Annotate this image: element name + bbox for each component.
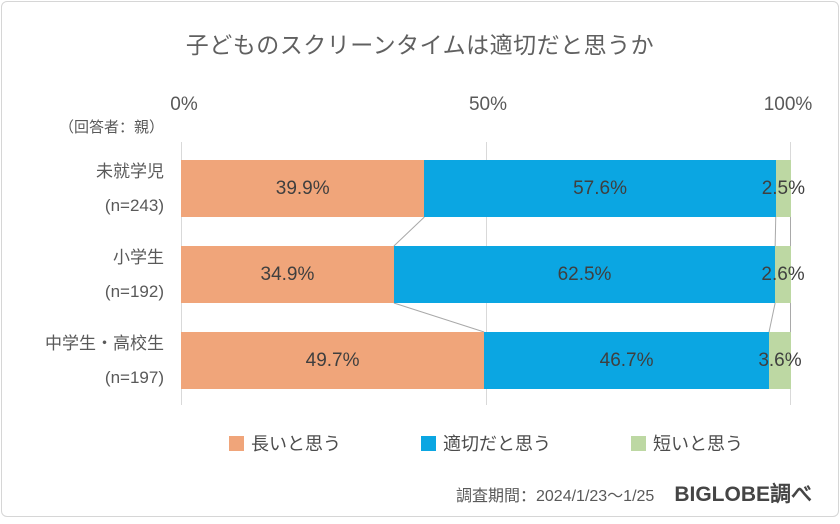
bar-value-label: 57.6% bbox=[573, 177, 627, 199]
bar-value-label: 39.9% bbox=[275, 177, 330, 199]
legend-swatch-short-icon bbox=[631, 435, 646, 451]
stacked-bar-row: 49.7% 46.7% 3.6% bbox=[181, 332, 802, 389]
axis-tick-0: 0% bbox=[170, 94, 198, 115]
plot: 39.9% 57.6% 2.5% 34.9% 62.5% 2.6% 49.7% 46.7% 3.… bbox=[181, 142, 805, 405]
respondent-note: （回答者：親） bbox=[58, 119, 164, 136]
bar-segment: 46.7% bbox=[484, 332, 770, 389]
legend-item-appropriate: 適切だと思う bbox=[421, 430, 551, 456]
bar-value-label: 46.7% bbox=[599, 349, 654, 371]
category-label: 未就学児 (n=243) bbox=[96, 162, 164, 215]
legend-item-short: 短いと思う bbox=[631, 430, 743, 456]
legend: 長いと思う 適切だと思う 短いと思う bbox=[181, 430, 791, 456]
bar-value-label: 62.5% bbox=[557, 263, 612, 285]
bar-value-label: 34.9% bbox=[260, 263, 315, 285]
bar-segment: 62.5% bbox=[393, 246, 776, 303]
axis-tick-100: 100% bbox=[763, 94, 813, 115]
series-connector-lines bbox=[393, 216, 791, 333]
legend-swatch-long-icon bbox=[229, 435, 244, 451]
legend-label-long: 長いと思う bbox=[251, 434, 341, 454]
bar-value-label: 2.6% bbox=[761, 263, 805, 285]
bar-segment: 3.6% bbox=[758, 332, 802, 389]
stacked-bar-row: 39.9% 57.6% 2.5% bbox=[181, 160, 805, 217]
survey-period: 調査期間：2024/1/23～1/25 bbox=[456, 488, 655, 505]
bar-segment: 39.9% bbox=[181, 160, 425, 217]
bar-segment: 57.6% bbox=[424, 160, 776, 217]
source-credit: BIGLOBE調べ bbox=[674, 483, 812, 506]
legend-label-appropriate: 適切だと思う bbox=[443, 434, 551, 454]
bar-segment: 34.9% bbox=[181, 246, 394, 303]
legend-item-long: 長いと思う bbox=[229, 430, 341, 456]
category-label: 小学生 (n=192) bbox=[104, 248, 164, 301]
category-label: 中学生・高校生 (n=197) bbox=[45, 334, 164, 387]
bar-segment: 2.6% bbox=[761, 246, 805, 303]
bar-value-label: 49.7% bbox=[305, 349, 360, 371]
bar-value-label: 2.5% bbox=[761, 177, 806, 199]
legend-swatch-appropriate-icon bbox=[421, 435, 436, 451]
legend-label-short: 短いと思う bbox=[653, 434, 743, 454]
axis-tick-50: 50% bbox=[468, 94, 508, 115]
stacked-bar-row: 34.9% 62.5% 2.6% bbox=[181, 246, 805, 303]
chart-title: 子どものスクリーンタイムは適切だと思うか bbox=[185, 32, 655, 58]
bar-segment: 49.7% bbox=[181, 332, 485, 389]
bar-segment: 2.5% bbox=[762, 160, 805, 217]
bar-value-label: 3.6% bbox=[758, 349, 802, 371]
footer: 調査期間：2024/1/23～1/25 BIGLOBE調べ bbox=[2, 478, 812, 508]
category-labels: 未就学児 (n=243) 小学生 (n=192) 中学生・高校生 (n=197) bbox=[2, 142, 164, 405]
